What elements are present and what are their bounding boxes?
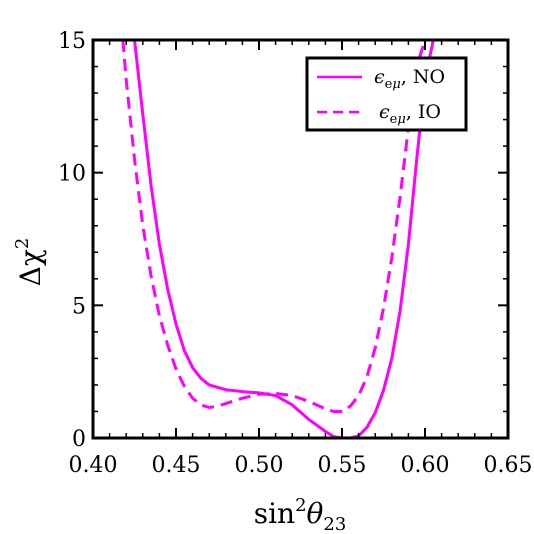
y-tick-label: 15 <box>58 29 86 54</box>
legend: ϵeμ, NO ϵeμ, IO <box>305 56 468 132</box>
x-tick-label: 0.55 <box>318 453 367 478</box>
y-tick-label: 5 <box>72 294 86 319</box>
legend-label-no: ϵeμ, NO <box>374 66 445 92</box>
y-tick-label: 10 <box>58 162 86 187</box>
x-tick-label: 0.45 <box>152 453 201 478</box>
y-axis-ticks: 0 5 10 15 <box>58 29 508 452</box>
x-tick-label: 0.65 <box>484 453 533 478</box>
x-tick-label: 0.40 <box>69 453 118 478</box>
series-line-io <box>121 40 427 413</box>
plot-frame <box>91 38 510 440</box>
x-axis-ticks: 0.40 0.45 0.50 0.55 0.60 0.65 <box>69 40 533 478</box>
x-axis-title: sin2θ23 <box>254 495 347 534</box>
y-tick-label: 0 <box>72 427 86 452</box>
legend-label-io: ϵeμ, IO <box>379 101 441 127</box>
series-line-no <box>133 40 435 438</box>
x-tick-label: 0.60 <box>401 453 450 478</box>
x-tick-label: 0.50 <box>235 453 284 478</box>
data-curves <box>121 40 435 438</box>
y-axis-title: Δχ2 <box>12 238 47 287</box>
legend-box <box>305 56 468 132</box>
